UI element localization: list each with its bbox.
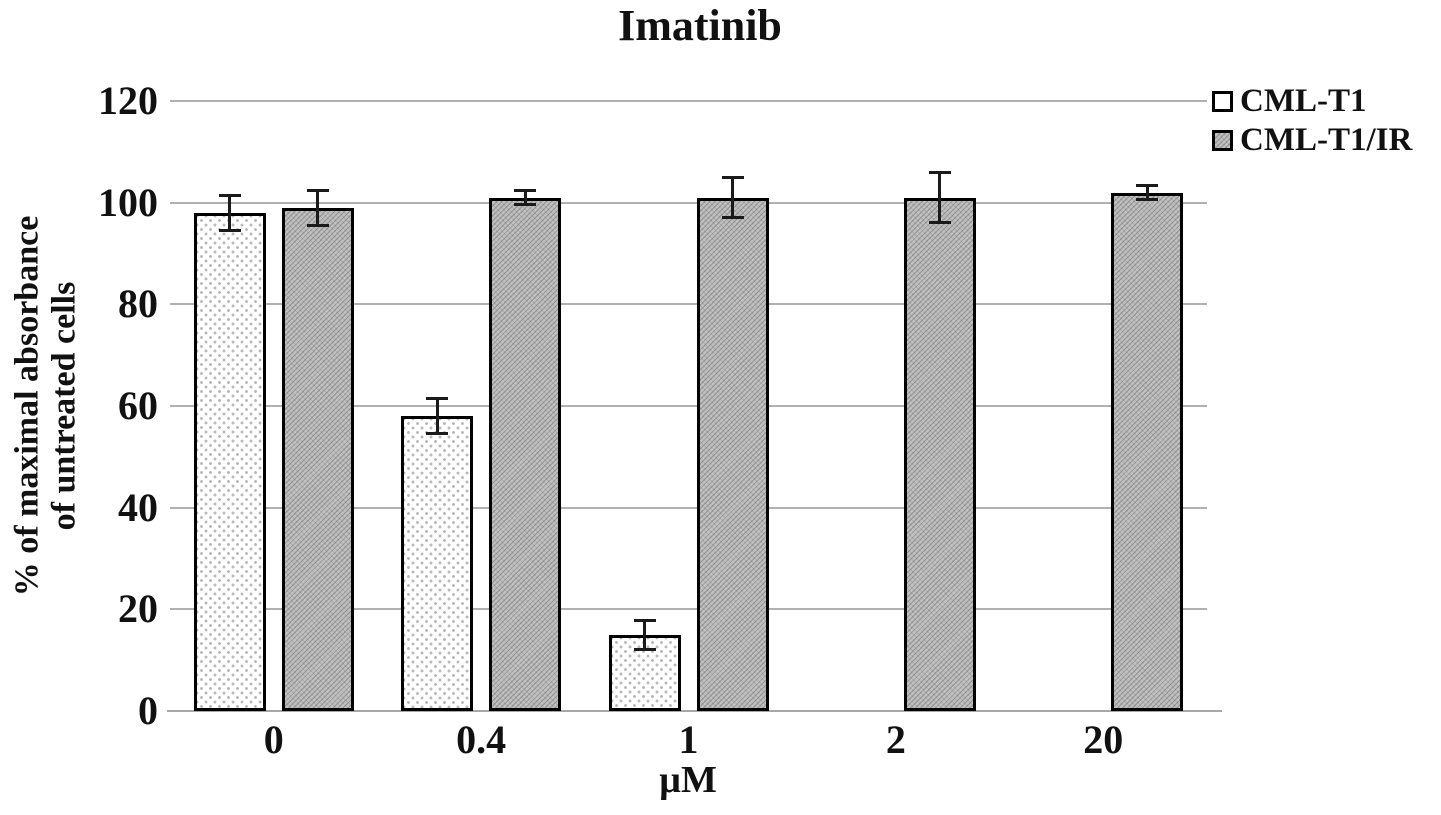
legend-item-cml-t1-ir: CML-T1/IR	[1212, 121, 1412, 160]
legend: CML-T1 CML-T1/IR	[1212, 82, 1412, 160]
legend-swatch-cml-t1-ir-icon	[1212, 130, 1233, 151]
legend-label-cml-t1: CML-T1	[1240, 83, 1367, 119]
x-axis-line	[167, 710, 1222, 712]
error-bar	[731, 177, 734, 218]
error-bar	[435, 398, 439, 434]
error-bar	[523, 189, 527, 206]
bar-cml-t1-ir-2	[903, 197, 976, 711]
error-bar-cap	[721, 215, 744, 219]
error-bar-cap	[218, 194, 241, 198]
error-bar-cap	[1136, 198, 1159, 202]
chart-title: Imatinib	[618, 1, 782, 50]
gridline	[170, 303, 1207, 306]
x-tick-label: 0	[263, 717, 284, 762]
error-bar-cap	[306, 188, 329, 192]
gridline	[170, 100, 1207, 102]
y-tick-label: 100	[98, 179, 158, 225]
error-bar-cap	[306, 223, 329, 227]
error-bar-cap	[721, 176, 744, 180]
bar-cml-t1-1	[608, 634, 681, 711]
legend-swatch-cml-t1-icon	[1212, 91, 1233, 112]
bar-cml-t1-ir-0	[281, 207, 354, 711]
gridline	[170, 201, 1207, 204]
error-bar-cap	[514, 188, 537, 192]
error-bar-cap	[426, 397, 449, 401]
error-bar-cap	[514, 203, 537, 207]
legend-label-cml-t1-ir: CML-T1/IR	[1240, 122, 1413, 158]
error-bar	[643, 619, 646, 650]
error-bar-cap	[426, 431, 449, 435]
bar-cml-t1-ir-1	[696, 197, 769, 711]
bar-cml-t1-0	[193, 212, 266, 711]
error-bar-cap	[928, 171, 951, 175]
y-tick-label: 80	[118, 281, 158, 327]
error-bar-cap	[218, 228, 241, 232]
y-tick-label: 0	[138, 688, 158, 733]
legend-item-cml-t1: CML-T1	[1212, 82, 1412, 121]
gridline	[170, 506, 1207, 509]
error-bar-cap	[633, 648, 656, 651]
bar-cml-t1-0.4	[401, 416, 474, 711]
x-tick-label: 1	[678, 717, 699, 762]
error-bar-cap	[928, 221, 951, 224]
x-axis-title: µM	[659, 759, 717, 801]
gridline	[170, 405, 1207, 407]
bar-cml-t1-ir-20	[1111, 192, 1184, 711]
error-bar	[316, 189, 320, 226]
y-tick-label: 120	[98, 78, 158, 123]
error-bar	[228, 195, 232, 231]
y-tick-label: 20	[118, 586, 158, 632]
x-tick-label: 20	[1083, 717, 1124, 762]
error-bar-cap	[633, 618, 656, 622]
bar-cml-t1-ir-0.4	[489, 197, 562, 711]
error-bar	[1145, 184, 1149, 201]
error-bar	[938, 172, 942, 223]
y-tick-label: 40	[118, 484, 158, 530]
x-tick-label: 0.4	[456, 717, 507, 762]
error-bar-cap	[1136, 183, 1159, 187]
gridline	[170, 608, 1207, 611]
x-tick-label: 2	[885, 717, 906, 762]
y-tick-label: 60	[118, 383, 158, 428]
